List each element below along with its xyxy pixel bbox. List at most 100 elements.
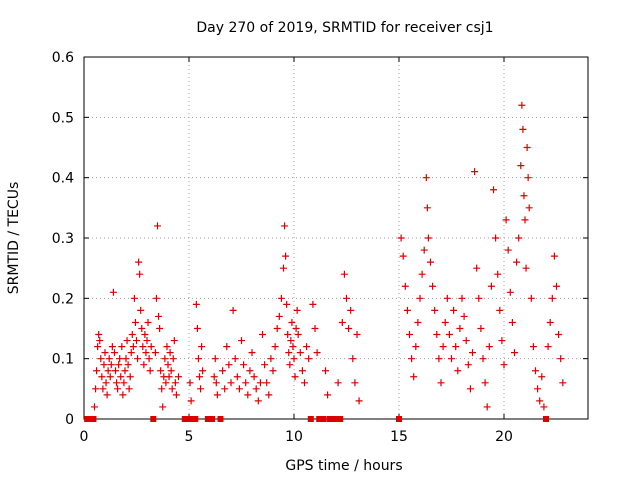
y-tick-label: 0.4: [52, 171, 74, 187]
data-point: [113, 379, 121, 387]
data-point: [520, 192, 528, 200]
data-point: [263, 379, 271, 387]
data-point: [129, 343, 137, 351]
data-point: [288, 318, 296, 326]
data-point: [240, 361, 248, 369]
data-point: [134, 355, 142, 363]
data-point: [112, 367, 119, 375]
data-point: [114, 385, 122, 393]
data-point: [223, 343, 231, 351]
data-point: [281, 222, 289, 230]
data-point: [523, 144, 531, 151]
data-point: [252, 385, 260, 393]
x-tick-label: 5: [185, 429, 194, 445]
data-point: [102, 379, 110, 387]
data-point: [286, 361, 294, 369]
data-point: [532, 367, 539, 375]
data-point: [292, 325, 300, 332]
data-point: [458, 294, 466, 302]
data-point: [508, 318, 516, 326]
data-point: [109, 288, 117, 296]
data-point: [100, 361, 108, 369]
data-point: [483, 403, 491, 411]
data-point: [322, 367, 329, 375]
data-point: [280, 264, 287, 272]
data-point: [397, 234, 405, 242]
zero-marker: [209, 416, 216, 422]
data-point: [296, 349, 304, 357]
zero-marker: [333, 416, 339, 422]
x-tick-label: 10: [285, 429, 303, 445]
data-point: [460, 312, 468, 320]
data-point: [416, 294, 424, 302]
data-point: [171, 379, 179, 387]
data-point: [106, 373, 114, 381]
data-point: [165, 373, 173, 381]
data-point: [164, 361, 172, 369]
data-point: [285, 349, 293, 357]
data-point: [518, 101, 526, 109]
x-tick-label: 15: [390, 429, 408, 445]
data-point: [127, 349, 135, 357]
y-axis-label: SRMTID / TECUs: [6, 182, 22, 295]
data-point: [349, 355, 357, 363]
data-point: [423, 204, 431, 212]
y-tick-label: 0.1: [52, 352, 74, 368]
data-point: [143, 337, 151, 345]
data-point: [121, 367, 129, 375]
data-point: [97, 355, 105, 363]
data-point: [261, 361, 269, 369]
data-point: [212, 379, 220, 387]
data-point: [353, 331, 361, 339]
data-point: [187, 397, 195, 405]
data-point: [93, 367, 101, 375]
data-point: [110, 349, 118, 357]
zero-marker: [307, 416, 314, 422]
data-point: [273, 325, 281, 332]
data-point: [431, 306, 439, 314]
data-point: [305, 355, 313, 363]
data-point: [504, 246, 512, 254]
data-point: [433, 331, 441, 339]
data-point: [137, 306, 145, 314]
data-point: [511, 349, 518, 357]
data-point: [293, 306, 301, 314]
axis-ticks: 0 5 10 15 20 0 0.1 0.2 0.3 0.4 0.5 0.6: [52, 50, 588, 445]
data-point: [414, 318, 422, 326]
data-point: [487, 282, 495, 290]
data-point: [156, 325, 164, 332]
data-point: [99, 385, 107, 393]
data-point: [492, 234, 500, 242]
data-point: [161, 355, 169, 363]
data-point: [534, 385, 542, 393]
data-point: [221, 385, 229, 393]
data-point: [267, 355, 275, 363]
data-point: [227, 379, 235, 387]
data-point: [408, 355, 416, 363]
data-point: [277, 294, 285, 302]
data-point: [91, 403, 98, 411]
data-point: [494, 270, 502, 278]
data-point: [210, 373, 218, 381]
data-point: [309, 300, 317, 308]
data-point: [469, 349, 476, 357]
data-point: [452, 343, 460, 351]
data-point: [289, 343, 297, 351]
data-point: [235, 385, 243, 393]
data-point: [454, 367, 462, 375]
data-point: [477, 325, 485, 332]
data-point: [136, 270, 144, 278]
data-point: [347, 306, 355, 314]
data-point: [242, 379, 250, 387]
data-point: [250, 373, 258, 381]
data-point: [155, 312, 163, 320]
data-point: [104, 367, 112, 375]
data-point: [406, 331, 413, 339]
data-point: [282, 252, 290, 260]
data-point: [490, 186, 497, 194]
data-point: [351, 379, 359, 387]
data-point: [340, 270, 348, 278]
data-point: [540, 403, 548, 411]
data-point: [290, 355, 298, 363]
